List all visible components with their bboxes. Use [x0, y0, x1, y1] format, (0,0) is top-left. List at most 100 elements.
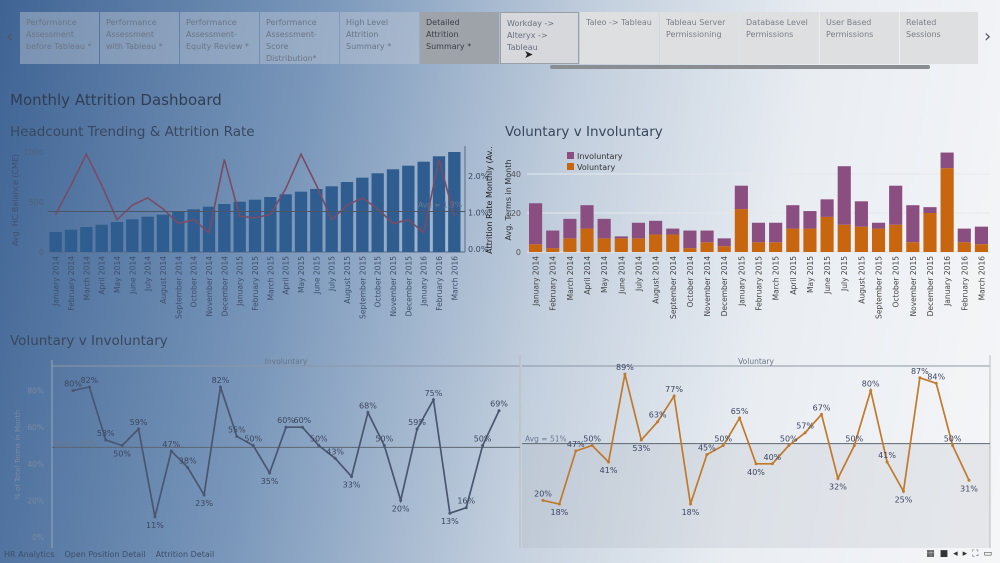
data-label: 50%	[244, 435, 262, 444]
x-tick: June 2015	[312, 256, 321, 295]
x-tick: November 2015	[389, 256, 398, 317]
point	[251, 444, 255, 447]
data-label: 53%	[632, 444, 650, 453]
x-tick: January 2016	[943, 256, 952, 307]
x-tick: November 2014	[703, 256, 712, 317]
tab-11[interactable]: Related Sessions	[900, 12, 978, 64]
bar-15	[279, 194, 292, 252]
bar-5	[126, 219, 139, 252]
tab-6[interactable]: Workday -> Alteryx -> Tableau	[500, 12, 579, 64]
tab-5[interactable]: Detailed Attrition Summary *	[420, 12, 499, 64]
grid-icon[interactable]: ▦	[926, 549, 935, 559]
involuntary-bar-25	[957, 228, 971, 243]
tab-7[interactable]: Taleo -> Tableau	[580, 12, 659, 64]
point	[705, 453, 709, 457]
involuntary-bar-6	[631, 222, 646, 239]
bar-21	[371, 173, 384, 252]
x-tick: September 2014	[174, 256, 183, 319]
x-tick: April 2015	[282, 256, 291, 295]
tab-9[interactable]: Database Level Permissions	[740, 12, 819, 64]
data-label: 68%	[359, 402, 377, 411]
bar-0	[49, 232, 62, 252]
point	[218, 385, 222, 389]
x-tick: May 2015	[806, 256, 815, 293]
point	[186, 465, 190, 469]
involuntary-bar-19	[854, 201, 868, 227]
voluntary-bar-4	[597, 238, 611, 252]
point	[137, 427, 141, 431]
x-tick: March 2016	[977, 256, 986, 301]
x-tick: December 2014	[220, 256, 229, 317]
tab-scrollbar[interactable]	[550, 65, 930, 69]
comment-icon[interactable]: ▭	[983, 549, 992, 559]
data-label: 41%	[878, 451, 896, 460]
y-tick: 0%	[32, 533, 44, 542]
bar-14	[264, 197, 277, 252]
point	[901, 489, 905, 493]
bar-17	[310, 189, 323, 252]
footer-open-position-detail[interactable]: Open Position Detail	[64, 550, 146, 559]
voluntary-bar-6	[631, 238, 646, 252]
point	[869, 389, 873, 393]
avg-label: Avg = 1.3%	[418, 201, 462, 210]
data-label: 82%	[80, 376, 98, 385]
bar-25	[432, 156, 446, 252]
fullscreen-icon[interactable]: ⛶	[972, 549, 979, 559]
involuntary-bar-8	[666, 228, 680, 235]
voluntary-bar-9	[683, 248, 697, 252]
point	[787, 444, 791, 447]
y-tick: 20%	[27, 496, 44, 505]
footer-tabs: HR Analytics Open Position Detail Attrit…	[4, 550, 214, 559]
tabs-next-arrow[interactable]: ›	[984, 26, 992, 47]
avg-label: Avg = 49%	[55, 438, 97, 447]
voluntary-bar-2	[563, 238, 577, 252]
point	[382, 444, 386, 447]
bar-19	[340, 182, 354, 252]
y-axis-title: Avg. Terms in Month	[504, 160, 513, 241]
point	[169, 449, 173, 453]
tab-8[interactable]: Tableau Server Permissioning	[660, 12, 739, 64]
tab-1[interactable]: Performance Assessment with Tableau *	[100, 12, 179, 64]
pane-header: Voluntary	[738, 357, 774, 366]
x-tick: February 2016	[435, 256, 444, 311]
prev-icon[interactable]: ◂	[953, 549, 958, 559]
tabs-prev-arrow[interactable]: ‹	[6, 26, 14, 47]
tab-0[interactable]: Performance Assessment before Tableau *	[20, 12, 99, 64]
data-label: 40%	[747, 468, 765, 477]
voluntary-bar-10	[700, 242, 714, 252]
involuntary-bar-2	[563, 218, 577, 239]
footer-attrition-detail[interactable]: Attrition Detail	[155, 550, 215, 559]
data-label: 65%	[731, 407, 749, 416]
square-icon[interactable]: ■	[939, 549, 949, 559]
tab-10[interactable]: User Based Permissions	[820, 12, 899, 64]
data-label: 63%	[649, 411, 667, 420]
involuntary-bar-12	[734, 185, 748, 210]
point	[350, 475, 354, 479]
x-tick: August 2014	[159, 256, 168, 304]
involuntary-bar-16	[803, 211, 817, 229]
footer-hr-analytics[interactable]: HR Analytics	[4, 550, 55, 559]
story-tab-bar: Performance Assessment before Tableau * P…	[20, 12, 978, 64]
x-tick: March 2015	[266, 256, 275, 301]
bar-23	[402, 165, 415, 252]
point	[688, 502, 692, 506]
point	[918, 376, 922, 380]
tab-3[interactable]: Performance Assessment-Score Distributio…	[260, 12, 339, 64]
bar-12	[233, 201, 246, 252]
x-tick: October 2014	[190, 256, 199, 308]
bar-20	[356, 177, 369, 252]
x-tick: March 2014	[82, 256, 91, 301]
tab-2[interactable]: Performance Assessment-Equity Review *	[180, 12, 259, 64]
next-icon[interactable]: ▸	[962, 549, 968, 559]
point	[104, 438, 108, 442]
point	[202, 493, 206, 497]
point	[87, 385, 91, 389]
tab-4[interactable]: High Level Attrition Summary *	[340, 12, 419, 64]
y-axis-title: % of Total Terms in Month	[14, 410, 22, 500]
point	[623, 372, 627, 376]
data-label: 18%	[550, 508, 568, 517]
x-tick: November 2015	[909, 256, 918, 317]
involuntary-bar-11	[717, 238, 731, 247]
vol-invol-line-title: Voluntary v Involuntary	[10, 333, 168, 349]
